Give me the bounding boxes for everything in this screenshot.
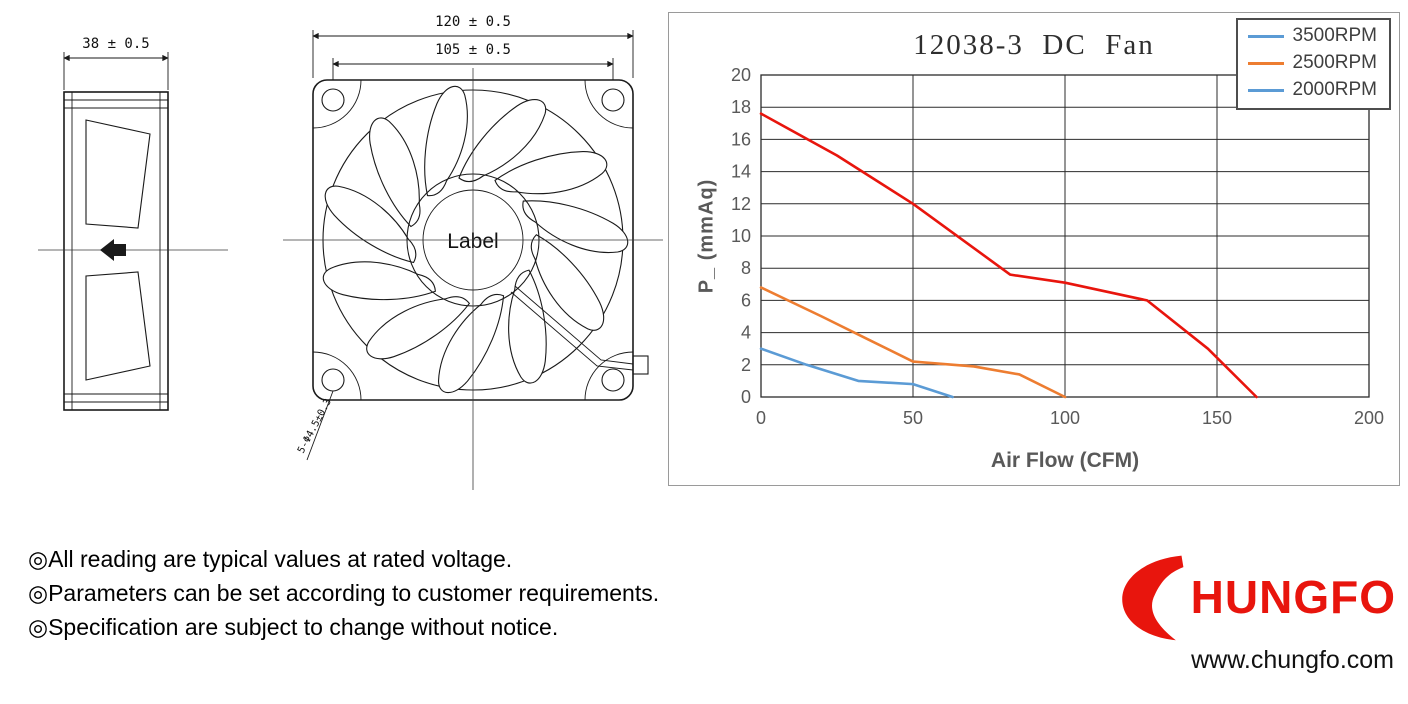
series-line-3500RPM bbox=[759, 112, 1258, 399]
legend-item: 2000RPM bbox=[1247, 79, 1378, 101]
legend-label: 2500RPM bbox=[1292, 52, 1378, 73]
blade-profile-lower bbox=[85, 271, 151, 381]
y-tick-label: 14 bbox=[731, 162, 751, 182]
connector bbox=[632, 355, 649, 375]
front-view-drawing: 120 ± 0.5 105 ± 0.5 bbox=[283, 14, 663, 490]
y-tick-label: 8 bbox=[741, 258, 751, 278]
y-tick-label: 20 bbox=[731, 65, 751, 85]
chart-legend: 3500RPM 2500RPM 2000RPM bbox=[1235, 18, 1391, 110]
x-tick-label: 0 bbox=[756, 408, 766, 428]
x-tick-label: 200 bbox=[1354, 408, 1384, 428]
front-hole-pitch-dimension: 105 ± 0.5 bbox=[435, 42, 511, 58]
side-width-dimension: 38 ± 0.5 bbox=[82, 36, 149, 52]
performance-chart: 12038-3 DC Fan 0 2 4 6 8 10 12 14 16 18 20 0 50 100 15… bbox=[668, 12, 1400, 486]
legend-line-swatch bbox=[1247, 61, 1284, 65]
mounting-hole bbox=[601, 368, 625, 392]
mounting-hole bbox=[601, 88, 625, 112]
y-tick-label: 10 bbox=[731, 226, 751, 246]
legend-line-swatch bbox=[1247, 34, 1284, 38]
chart-title: 12038-3 DC Fan bbox=[913, 29, 1155, 61]
brand-name: HUNGFO bbox=[1190, 571, 1396, 623]
y-tick-label: 12 bbox=[731, 194, 751, 214]
x-axis-label: Air Flow (CFM) bbox=[990, 449, 1140, 472]
mounting-hole bbox=[321, 88, 345, 112]
note-line: ◎All reading are typical values at rated… bbox=[28, 546, 513, 572]
lead-wires bbox=[510, 291, 634, 371]
legend-item: 2500RPM bbox=[1247, 52, 1378, 74]
x-tick-label: 150 bbox=[1202, 408, 1232, 428]
y-axis-label: P_ (mmAq) bbox=[695, 178, 718, 294]
note-line: ◎Specification are subject to change wit… bbox=[28, 614, 559, 640]
y-tick-label: 4 bbox=[741, 323, 751, 343]
website-url: www.chungfo.com bbox=[1191, 646, 1394, 674]
note-line: ◎Parameters can be set according to cust… bbox=[28, 580, 660, 606]
x-tick-label: 50 bbox=[903, 408, 923, 428]
y-tick-label: 6 bbox=[741, 290, 751, 310]
lead-wires bbox=[514, 285, 634, 365]
mounting-hole-note: 5-Φ4.5±0.3 bbox=[296, 397, 334, 455]
series-line-2500RPM bbox=[759, 286, 1067, 399]
blade-profile-upper bbox=[85, 119, 151, 229]
y-tick-label: 18 bbox=[731, 97, 751, 117]
legend-label: 2000RPM bbox=[1292, 79, 1378, 100]
x-tick-label: 100 bbox=[1050, 408, 1080, 428]
series-line-2000RPM bbox=[759, 347, 954, 399]
y-tick-label: 16 bbox=[731, 129, 751, 149]
chungfo-logo-swoosh-icon bbox=[1121, 555, 1184, 641]
brand-logo: HUNGFO bbox=[1115, 550, 1396, 644]
side-view-drawing: 38 ± 0.5 bbox=[38, 36, 228, 411]
legend-item: 3500RPM bbox=[1247, 25, 1378, 47]
airflow-direction-arrow bbox=[100, 239, 126, 261]
legend-label: 3500RPM bbox=[1292, 25, 1378, 46]
y-tick-label: 2 bbox=[741, 355, 751, 375]
notes: ◎All reading are typical values at rated… bbox=[28, 542, 659, 644]
front-outer-dimension: 120 ± 0.5 bbox=[435, 14, 511, 30]
y-tick-label: 0 bbox=[741, 387, 751, 407]
legend-line-swatch bbox=[1247, 88, 1284, 92]
